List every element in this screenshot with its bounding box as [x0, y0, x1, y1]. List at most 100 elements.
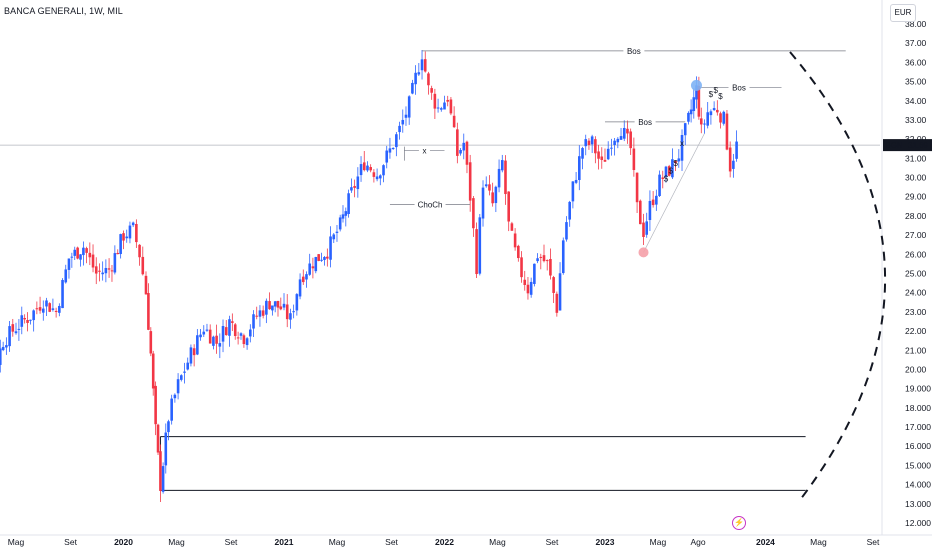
candle-body: [14, 331, 18, 334]
bos-label: Bos: [732, 83, 746, 92]
candle-body: [329, 236, 332, 260]
candle-body: [645, 221, 649, 235]
candle-body: [273, 301, 277, 307]
candle-body: [414, 72, 417, 85]
candle-body: [258, 310, 262, 317]
candle-body: [520, 257, 523, 278]
candle-body: [202, 331, 206, 335]
candle-body: [164, 432, 168, 466]
candle-body: [420, 59, 424, 71]
candle-body: [242, 335, 246, 345]
y-tick-label: 33.00: [905, 115, 927, 125]
candle-body: [305, 274, 308, 280]
candle-body: [728, 147, 732, 172]
candle-body: [54, 310, 58, 312]
symbol-tag: BGN: [885, 141, 903, 150]
candle-body: [91, 254, 95, 268]
candle-body: [388, 148, 392, 153]
candle-body: [347, 193, 350, 215]
candle-body: [320, 259, 323, 261]
candle-body: [298, 279, 302, 297]
y-tick-label: 20.00: [905, 364, 927, 374]
candle-body: [706, 112, 709, 126]
candle-body: [689, 109, 693, 115]
x-tick-label: 2021: [275, 537, 294, 547]
y-tick-label: 12.000: [905, 518, 931, 528]
candle-body: [488, 184, 491, 191]
candle-body: [279, 306, 283, 310]
dollar-mark: $: [669, 167, 674, 176]
candle-body: [107, 268, 111, 270]
candle-body: [619, 136, 623, 140]
candle-body: [51, 308, 55, 310]
candle-body: [154, 385, 157, 425]
currency-button[interactable]: EUR: [890, 4, 916, 22]
x-tick-label: 2024: [756, 537, 775, 547]
candle-body: [404, 114, 408, 118]
candle-body: [536, 258, 539, 262]
candle-body: [616, 138, 620, 143]
candle-body: [468, 162, 472, 201]
pivot-high-marker: [690, 79, 702, 91]
candle-body: [180, 375, 183, 380]
y-tick-label: 23.00: [905, 307, 927, 317]
x-tick-label: 2022: [435, 537, 454, 547]
bos-label: Bos: [627, 47, 641, 56]
candle-body: [8, 326, 11, 347]
candle-body: [632, 148, 636, 171]
y-tick-label: 36.00: [905, 57, 927, 67]
candle-body: [456, 129, 459, 156]
candle-body: [571, 181, 575, 202]
candle-body: [344, 211, 348, 216]
candle-body: [725, 113, 729, 150]
candle-body: [131, 222, 135, 226]
candle-body: [478, 217, 482, 274]
candle-body: [622, 128, 626, 139]
candle-body: [427, 73, 430, 86]
candle-body: [683, 123, 687, 136]
candle-body: [261, 310, 265, 316]
candle-body: [233, 324, 237, 337]
y-tick-label: 15.000: [905, 460, 931, 470]
candle-body: [199, 334, 202, 338]
candle-body: [484, 184, 488, 187]
candle-body: [149, 331, 153, 354]
lightning-icon[interactable]: ⚡: [732, 516, 746, 530]
candle-body: [292, 311, 295, 313]
candle-body: [407, 96, 411, 118]
candle-body: [285, 304, 289, 320]
x-tick-label: Mag: [168, 537, 185, 547]
trend-line: [643, 133, 705, 253]
candle-body: [552, 277, 555, 293]
candle-body: [692, 97, 696, 112]
candle-body: [542, 255, 546, 262]
candle-body: [677, 158, 681, 162]
candle-body: [366, 165, 369, 171]
candle-body: [282, 303, 286, 308]
y-tick-label: 13.000: [905, 499, 931, 509]
candle-body: [574, 179, 578, 183]
candle-body: [76, 247, 79, 259]
candle-body: [20, 315, 24, 327]
candle-body: [239, 333, 243, 336]
candle-body: [561, 240, 565, 274]
candle-body: [658, 174, 661, 196]
candle-body: [709, 111, 713, 116]
candle-body: [603, 159, 607, 162]
candle-body: [687, 112, 690, 122]
candle-body: [648, 200, 652, 221]
candle-body: [249, 329, 252, 337]
candle-body: [481, 187, 485, 219]
candle-body: [372, 172, 376, 177]
candle-body: [732, 160, 735, 169]
y-tick-label: 27.00: [905, 230, 927, 240]
candle-body: [517, 245, 520, 259]
candle-body: [341, 214, 345, 219]
y-tick-label: 24.00: [905, 288, 927, 298]
candle-body: [697, 85, 701, 117]
candle-body: [1, 346, 5, 351]
y-tick-label: 21.00: [905, 345, 927, 355]
candle-body: [436, 107, 440, 109]
x-tick-label: Set: [225, 537, 238, 547]
